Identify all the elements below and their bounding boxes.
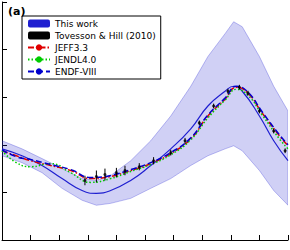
svg-text:JENDL4.0: JENDL4.0 [54, 55, 97, 65]
svg-text:JEFF3.3: JEFF3.3 [54, 43, 88, 53]
svg-text:(a): (a) [8, 5, 25, 18]
svg-text:Tovesson & Hill (2010): Tovesson & Hill (2010) [54, 31, 156, 41]
svg-text:This work: This work [54, 19, 99, 29]
svg-text:ENDF-VIII: ENDF-VIII [55, 67, 96, 77]
